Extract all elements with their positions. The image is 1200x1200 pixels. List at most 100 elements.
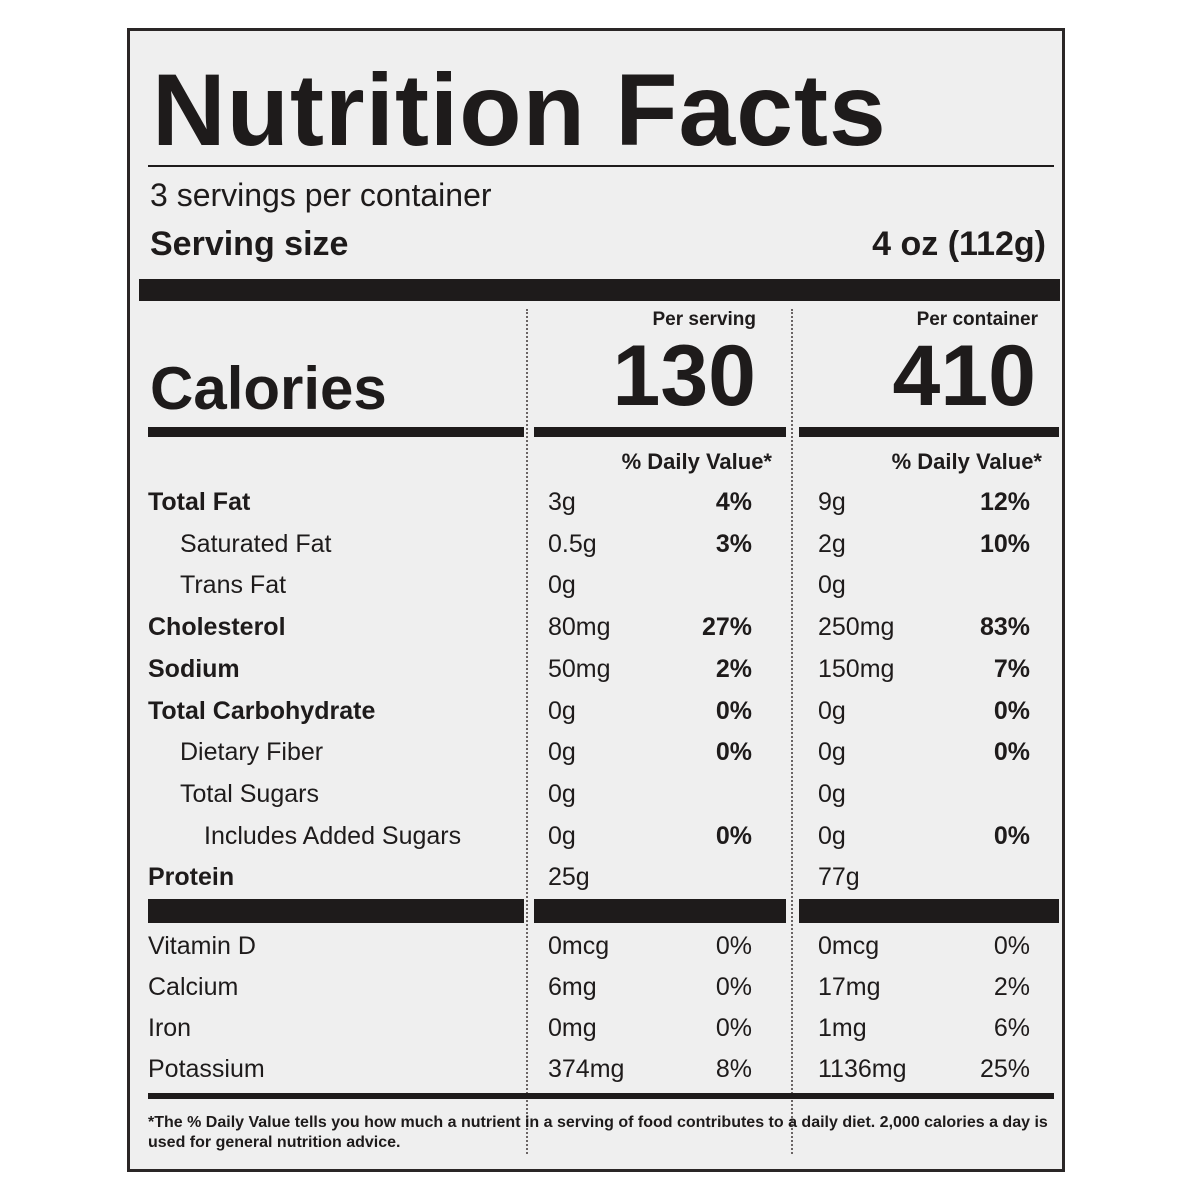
container-amount: 0g — [818, 571, 846, 600]
daily-value-header: % Daily Value* — [621, 449, 772, 474]
container-daily-value: 0% — [993, 821, 1030, 850]
nutrient-name: Saturated Fat — [180, 529, 332, 558]
footnote: *The % Daily Value tells you how much a … — [148, 1114, 1048, 1151]
calories-divider — [534, 427, 786, 437]
container-amount: 17mg — [818, 973, 881, 1001]
thick-divider-top — [139, 279, 1060, 301]
nutrient-row: Trans Fat 0g 0g — [130, 567, 1062, 607]
calories-divider — [148, 427, 524, 437]
serving-amount: 0g — [548, 779, 576, 808]
container-amount: 0mcg — [818, 932, 880, 960]
serving-daily-value: 0% — [715, 738, 752, 767]
container-daily-value: 0% — [993, 932, 1030, 960]
serving-amount: 0g — [548, 696, 576, 725]
serving-amount: 0.5g — [548, 529, 597, 558]
calories-label: Calories — [150, 355, 387, 422]
nutrient-name: Trans Fat — [180, 571, 287, 600]
nutrient-row: Total Sugars 0g 0g — [130, 776, 1062, 816]
nutrient-row: Protein 25g 77g — [130, 859, 1062, 899]
container-daily-value: 2% — [993, 973, 1030, 1001]
serving-amount: 0mcg — [548, 932, 610, 960]
vitamin-row: Calcium 6mg 0% 17mg 2% — [130, 969, 1062, 1009]
container-amount: 0g — [818, 779, 846, 808]
serving-daily-value: 2% — [715, 654, 752, 683]
serving-amount: 0g — [548, 738, 576, 767]
nutrient-row: Total Carbohydrate 0g 0% 0g 0% — [130, 693, 1062, 733]
nutrition-facts-label: Nutrition Facts 3 servings per container… — [127, 28, 1065, 1172]
nutrient-name: Includes Added Sugars — [204, 821, 462, 850]
serving-daily-value: 8% — [715, 1055, 752, 1083]
serving-daily-value: 0% — [715, 696, 752, 725]
serving-amount: 25g — [548, 863, 590, 892]
footnote-divider — [148, 1093, 1054, 1099]
container-amount: 0g — [818, 821, 846, 850]
nutrient-name: Total Carbohydrate — [148, 696, 376, 725]
nutrient-row: Cholesterol 80mg 27% 250mg 83% — [130, 609, 1062, 649]
calories-per-serving: 130 — [612, 328, 757, 424]
thick-divider-vitamins — [534, 899, 786, 923]
nutrient-name: Vitamin D — [148, 932, 256, 960]
container-daily-value: 7% — [993, 654, 1030, 683]
nutrient-row: Sodium 50mg 2% 150mg 7% — [130, 651, 1062, 691]
vitamin-row: Vitamin D 0mcg 0% 0mcg 0% — [130, 928, 1062, 968]
serving-amount: 0g — [548, 821, 576, 850]
container-amount: 0g — [818, 696, 846, 725]
serving-daily-value: 27% — [701, 613, 752, 642]
servings-per-container: 3 servings per container — [150, 177, 492, 213]
per-container-header: Per container — [916, 309, 1038, 330]
nutrient-name: Potassium — [148, 1055, 265, 1083]
container-daily-value: 10% — [979, 529, 1030, 558]
serving-daily-value: 0% — [715, 973, 752, 1001]
serving-daily-value: 0% — [715, 932, 752, 960]
nutrient-name: Total Fat — [148, 488, 251, 516]
serving-amount: 80mg — [548, 613, 611, 642]
container-amount: 77g — [818, 863, 860, 892]
serving-size-label: Serving size — [150, 225, 349, 263]
serving-amount: 6mg — [548, 973, 597, 1001]
nutrient-row: Saturated Fat 0.5g 3% 2g 10% — [130, 526, 1062, 566]
serving-daily-value: 4% — [715, 488, 752, 516]
container-amount: 250mg — [818, 613, 895, 642]
serving-amount: 374mg — [548, 1055, 625, 1083]
column-divider-2 — [791, 309, 793, 1154]
nutrient-name: Dietary Fiber — [180, 738, 324, 767]
serving-amount: 3g — [548, 488, 576, 516]
nutrient-row: Total Fat 3g 4% 9g 12% — [130, 484, 1062, 524]
container-amount: 150mg — [818, 654, 895, 683]
container-daily-value: 25% — [979, 1055, 1030, 1083]
container-daily-value: 0% — [993, 696, 1030, 725]
serving-daily-value: 3% — [715, 529, 752, 558]
title-divider — [148, 165, 1054, 167]
calories-divider — [799, 427, 1059, 437]
column-divider-1 — [526, 309, 528, 1154]
nutrient-row: Dietary Fiber 0g 0% 0g 0% — [130, 734, 1062, 774]
per-serving-header: Per serving — [652, 309, 757, 330]
serving-daily-value: 0% — [715, 821, 752, 850]
container-amount: 0g — [818, 738, 846, 767]
vitamin-row: Potassium 374mg 8% 1136mg 25% — [130, 1051, 1062, 1091]
thick-divider-vitamins — [148, 899, 524, 923]
nutrient-name: Sodium — [148, 654, 240, 683]
serving-amount: 0mg — [548, 1014, 597, 1042]
container-daily-value: 0% — [993, 738, 1030, 767]
serving-daily-value: 0% — [715, 1014, 752, 1042]
container-amount: 1136mg — [818, 1055, 907, 1083]
nutrient-name: Cholesterol — [148, 613, 286, 642]
container-daily-value: 12% — [979, 488, 1030, 516]
nutrient-name: Iron — [148, 1014, 192, 1042]
nutrient-name: Protein — [148, 863, 235, 892]
serving-amount: 50mg — [548, 654, 611, 683]
container-amount: 2g — [818, 529, 846, 558]
container-daily-value: 6% — [993, 1014, 1030, 1042]
nutrient-name: Total Sugars — [180, 779, 319, 808]
serving-amount: 0g — [548, 571, 576, 600]
container-amount: 1mg — [818, 1014, 867, 1042]
container-amount: 9g — [818, 488, 846, 516]
nutrient-name: Calcium — [148, 973, 239, 1001]
vitamin-row: Iron 0mg 0% 1mg 6% — [130, 1010, 1062, 1050]
container-daily-value: 83% — [979, 613, 1030, 642]
daily-value-header: % Daily Value* — [891, 449, 1042, 474]
label-title: Nutrition Facts — [152, 53, 887, 167]
thick-divider-vitamins — [799, 899, 1059, 923]
calories-per-container: 410 — [892, 328, 1037, 424]
